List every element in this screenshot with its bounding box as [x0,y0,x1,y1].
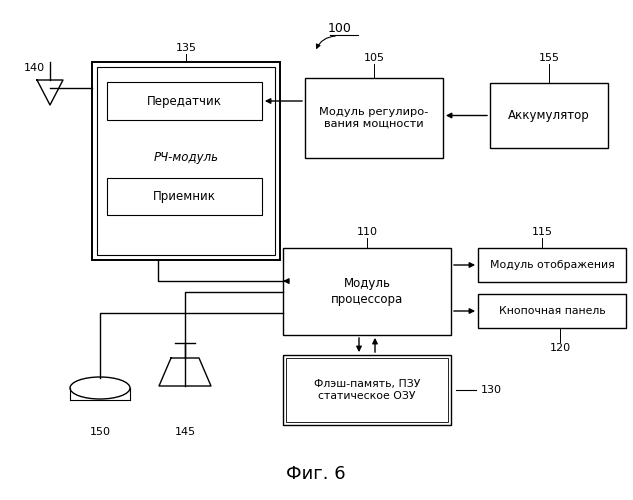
Text: Модуль отображения: Модуль отображения [489,260,615,270]
Text: 145: 145 [175,427,196,437]
Bar [92,62,280,260]
Bar [286,358,448,422]
Text: 110: 110 [356,227,377,237]
Text: Модуль
процессора: Модуль процессора [331,278,403,305]
Text: 115: 115 [532,227,553,237]
Bar [107,178,262,215]
Polygon shape [37,80,63,105]
Bar [490,83,608,148]
Text: 150: 150 [89,427,111,437]
Text: Модуль регулиро-
вания мощности: Модуль регулиро- вания мощности [319,107,429,129]
Polygon shape [159,358,211,386]
Text: 105: 105 [363,53,384,63]
Text: Приемник: Приемник [153,190,216,203]
Text: Фиг. 6: Фиг. 6 [286,465,346,483]
Text: 155: 155 [539,53,560,63]
Text: Флэш-память, ПЗУ
статическое ОЗУ: Флэш-память, ПЗУ статическое ОЗУ [314,379,420,401]
Bar [97,67,275,255]
Bar [107,82,262,120]
Text: Аккумулятор: Аккумулятор [508,109,590,122]
Bar [305,78,443,158]
Text: 120: 120 [549,343,570,353]
Text: 100: 100 [328,22,352,35]
Bar [283,248,451,335]
Bar [478,248,626,282]
Bar [283,355,451,425]
Text: Кнопочная панель: Кнопочная панель [499,306,605,316]
Text: 140: 140 [23,63,44,73]
Text: 130: 130 [481,385,502,395]
Text: Передатчик: Передатчик [147,94,222,108]
Bar [478,294,626,328]
Text: 135: 135 [175,43,196,53]
Text: РЧ-модуль: РЧ-модуль [153,152,218,164]
